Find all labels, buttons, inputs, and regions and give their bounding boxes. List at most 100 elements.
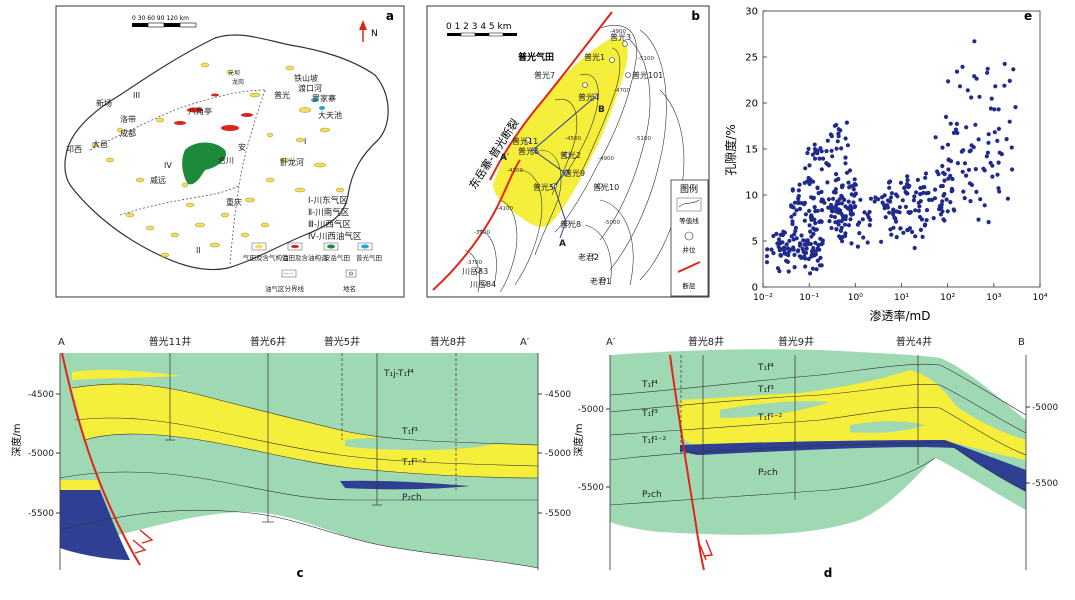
scatter-point — [995, 138, 1000, 143]
scatter-point — [799, 201, 805, 206]
scatter-point — [858, 197, 863, 202]
scatter-point — [923, 175, 928, 180]
scatter-point — [852, 177, 857, 182]
scale-bar-a-text: 0 30 60 90 120 km — [132, 15, 189, 22]
scatter-point — [986, 140, 991, 145]
scatter-point — [992, 107, 997, 112]
d-green-lens-1 — [720, 401, 830, 418]
scatter-point — [834, 146, 839, 151]
svg-text:断层: 断层 — [683, 281, 697, 290]
svg-text:-4500: -4500 — [565, 136, 581, 142]
scatter-point — [811, 231, 816, 237]
c-blue-footwall — [60, 490, 130, 560]
svg-text:-5500: -5500 — [578, 483, 604, 493]
svg-text:川岳84: 川岳84 — [470, 279, 496, 289]
scale-bar-b-text: 0 1 2 3 4 5 km — [446, 22, 512, 32]
scatter-point — [829, 214, 834, 219]
scatter-point — [888, 179, 893, 184]
scatter-point — [811, 195, 817, 200]
scatter-point — [836, 201, 841, 206]
scatter-point — [916, 208, 922, 213]
scatter-point — [802, 180, 807, 185]
svg-text:普光4井: 普光4井 — [896, 335, 932, 348]
scatter-point — [807, 223, 812, 228]
scatter-point — [813, 249, 818, 254]
y-tick-label: 0 — [752, 283, 758, 294]
scatter-point — [851, 200, 856, 205]
scatter-point — [855, 244, 861, 249]
scatter-point — [986, 220, 991, 225]
scale-bar-a: 0 30 60 90 120 km — [132, 15, 197, 28]
scatter-point — [771, 251, 776, 256]
scatter-point — [971, 145, 976, 150]
scatter-point — [960, 169, 965, 174]
scatter-point — [898, 180, 904, 185]
scatter-point — [846, 223, 852, 228]
svg-text:普光9井: 普光9井 — [778, 335, 814, 348]
faults-b — [432, 11, 613, 291]
scatter-point — [851, 187, 856, 192]
svg-text:等值线: 等值线 — [679, 216, 699, 225]
scatter-point — [989, 96, 994, 101]
scatter-point — [812, 156, 818, 161]
scatter-point — [815, 208, 820, 213]
scatter-point — [905, 178, 910, 183]
scatter-point — [826, 197, 832, 202]
scatter-point — [927, 197, 932, 202]
scatter-point — [887, 210, 892, 215]
svg-text:A′: A′ — [520, 337, 530, 348]
scatter-point — [936, 172, 941, 177]
scatter-point — [904, 191, 909, 196]
scatter-point — [872, 199, 877, 204]
scatter-point — [926, 190, 931, 195]
svg-text:Ⅰ-川东气区: Ⅰ-川东气区 — [308, 195, 348, 206]
svg-text:老君1: 老君1 — [590, 276, 611, 286]
scatter-point — [976, 137, 981, 142]
scatter-point — [918, 185, 923, 191]
scatter-point — [836, 176, 841, 182]
scatter-point — [948, 159, 954, 164]
scatter-point — [786, 269, 791, 274]
scatter-point — [945, 209, 950, 214]
scatter-point — [825, 180, 830, 185]
svg-text:-5000: -5000 — [28, 449, 54, 459]
scatter-point — [918, 227, 924, 232]
scatter-point — [860, 217, 865, 222]
scatter-point — [914, 190, 919, 195]
scatter-point — [803, 212, 809, 217]
scatter-point — [920, 234, 925, 239]
scatter-point — [815, 151, 820, 156]
scatter-point — [829, 208, 835, 213]
scatter-point — [968, 148, 973, 153]
scatter-point — [972, 39, 977, 44]
scatter-point — [978, 197, 983, 202]
scatter-point — [862, 210, 867, 215]
scatter-point — [794, 208, 799, 213]
scatter-point — [839, 225, 844, 230]
anyue-gas-field — [182, 142, 226, 185]
svg-text:威远: 威远 — [150, 175, 166, 185]
scatter-point — [807, 208, 812, 213]
x-tick-label: 10² — [940, 293, 955, 303]
scatter-point — [913, 208, 918, 213]
scatter-point — [796, 194, 801, 199]
y-tick-label: 5 — [752, 237, 758, 248]
scatter-point — [880, 200, 885, 205]
scatter-point — [808, 229, 813, 234]
c-yellow-reservoir — [72, 384, 538, 478]
svg-text:川岳83: 川岳83 — [462, 266, 488, 276]
svg-text:-4700: -4700 — [614, 88, 630, 94]
scatter-point — [954, 69, 960, 74]
scatter-point — [790, 187, 795, 192]
scatter-point — [819, 263, 824, 268]
region-boundary-2 — [229, 89, 266, 266]
contour-labels: -4900 -5100 -4700 -4500 -4900 -5100 -500… — [466, 29, 654, 266]
scatter-point — [819, 189, 824, 194]
scatter-point — [833, 220, 838, 225]
svg-text:普光5: 普光5 — [533, 182, 554, 192]
y-tick-label: 15 — [745, 145, 758, 156]
scatter-point — [812, 142, 817, 147]
scatter-point — [764, 254, 770, 259]
scatter-point — [843, 161, 848, 166]
scatter-point — [1010, 167, 1015, 172]
